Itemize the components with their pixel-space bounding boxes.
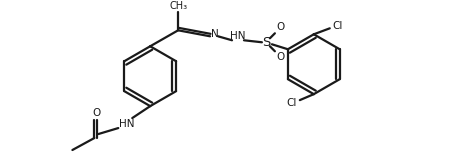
Text: CH₃: CH₃ (169, 1, 187, 11)
Text: S: S (261, 36, 269, 49)
Text: Cl: Cl (286, 98, 296, 108)
Text: HN: HN (230, 31, 245, 41)
Text: O: O (276, 52, 284, 62)
Text: HN: HN (118, 119, 134, 129)
Text: Cl: Cl (332, 21, 342, 31)
Text: O: O (92, 108, 100, 118)
Text: N: N (211, 29, 219, 39)
Text: O: O (276, 22, 284, 32)
